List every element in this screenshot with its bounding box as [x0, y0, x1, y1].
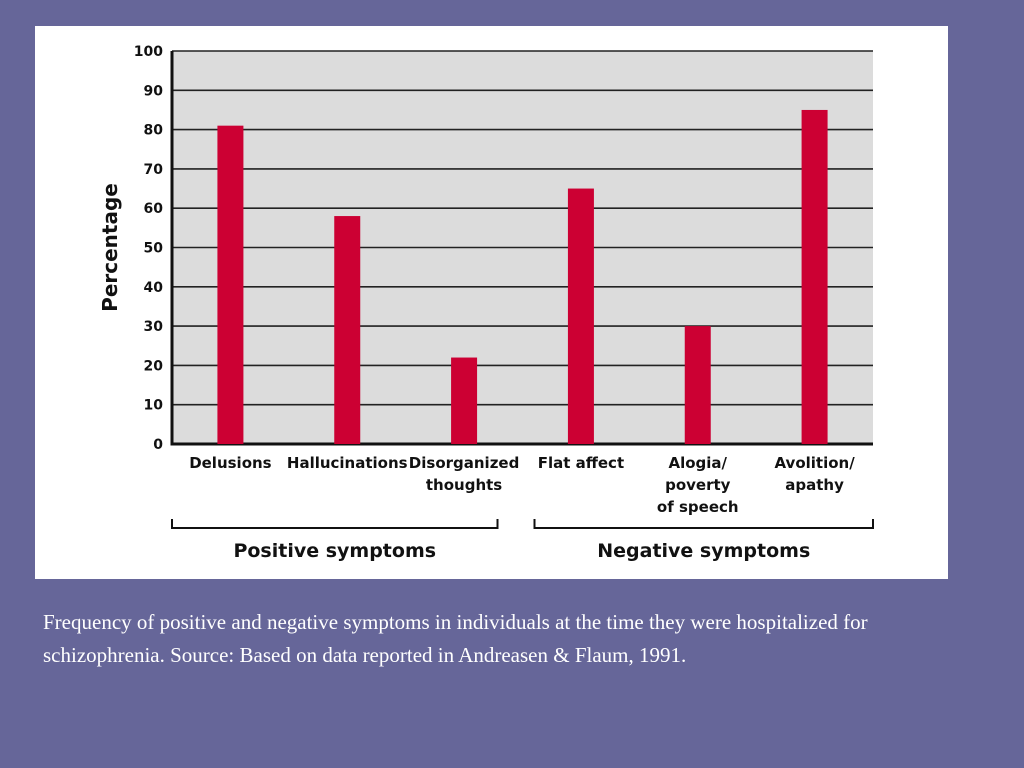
y-tick-label: 60	[144, 201, 164, 217]
group-label: Negative symptoms	[597, 540, 810, 562]
y-axis-title: Percentage	[98, 183, 122, 312]
y-tick-label: 70	[144, 162, 164, 178]
y-tick-label: 50	[144, 241, 164, 257]
bar	[684, 326, 711, 444]
y-tick-label: 100	[134, 44, 163, 60]
x-tick-label: poverty	[665, 476, 731, 494]
x-tick-label: Avolition/	[774, 454, 855, 472]
y-tick-label: 40	[144, 280, 164, 296]
bar-chart: 0 10 20 30 40 50 60 70 80 90 100 Percentage Delusion…	[98, 44, 874, 562]
x-tick-label: Delusions	[189, 454, 271, 472]
x-tick-label: thoughts	[426, 476, 502, 494]
x-tick-label: apathy	[785, 476, 844, 494]
y-tick-label: 30	[144, 319, 164, 335]
group-bracket	[171, 519, 499, 529]
x-tick-label: Hallucinations	[287, 454, 408, 472]
y-tick-label: 90	[144, 83, 164, 99]
group-label: Positive symptoms	[233, 540, 436, 562]
x-tick-label: Disorganized	[409, 454, 520, 472]
chart-panel: 0 10 20 30 40 50 60 70 80 90 100 Percentage Delusion…	[35, 26, 948, 579]
group-bracket	[533, 519, 874, 529]
bar	[217, 125, 244, 445]
bar	[567, 188, 594, 444]
y-tick-label: 10	[144, 398, 164, 414]
x-tick-label: Flat affect	[538, 454, 624, 472]
x-tick-label: Alogia/	[668, 454, 727, 472]
bar	[801, 109, 828, 444]
bar	[334, 216, 361, 444]
x-tick-label: of speech	[657, 498, 739, 516]
y-tick-label: 80	[144, 123, 164, 139]
y-tick-label: 0	[153, 437, 163, 453]
y-tick-label: 20	[144, 358, 164, 374]
figure-caption: Frequency of positive and negative sympt…	[43, 610, 868, 667]
bar	[451, 357, 478, 444]
